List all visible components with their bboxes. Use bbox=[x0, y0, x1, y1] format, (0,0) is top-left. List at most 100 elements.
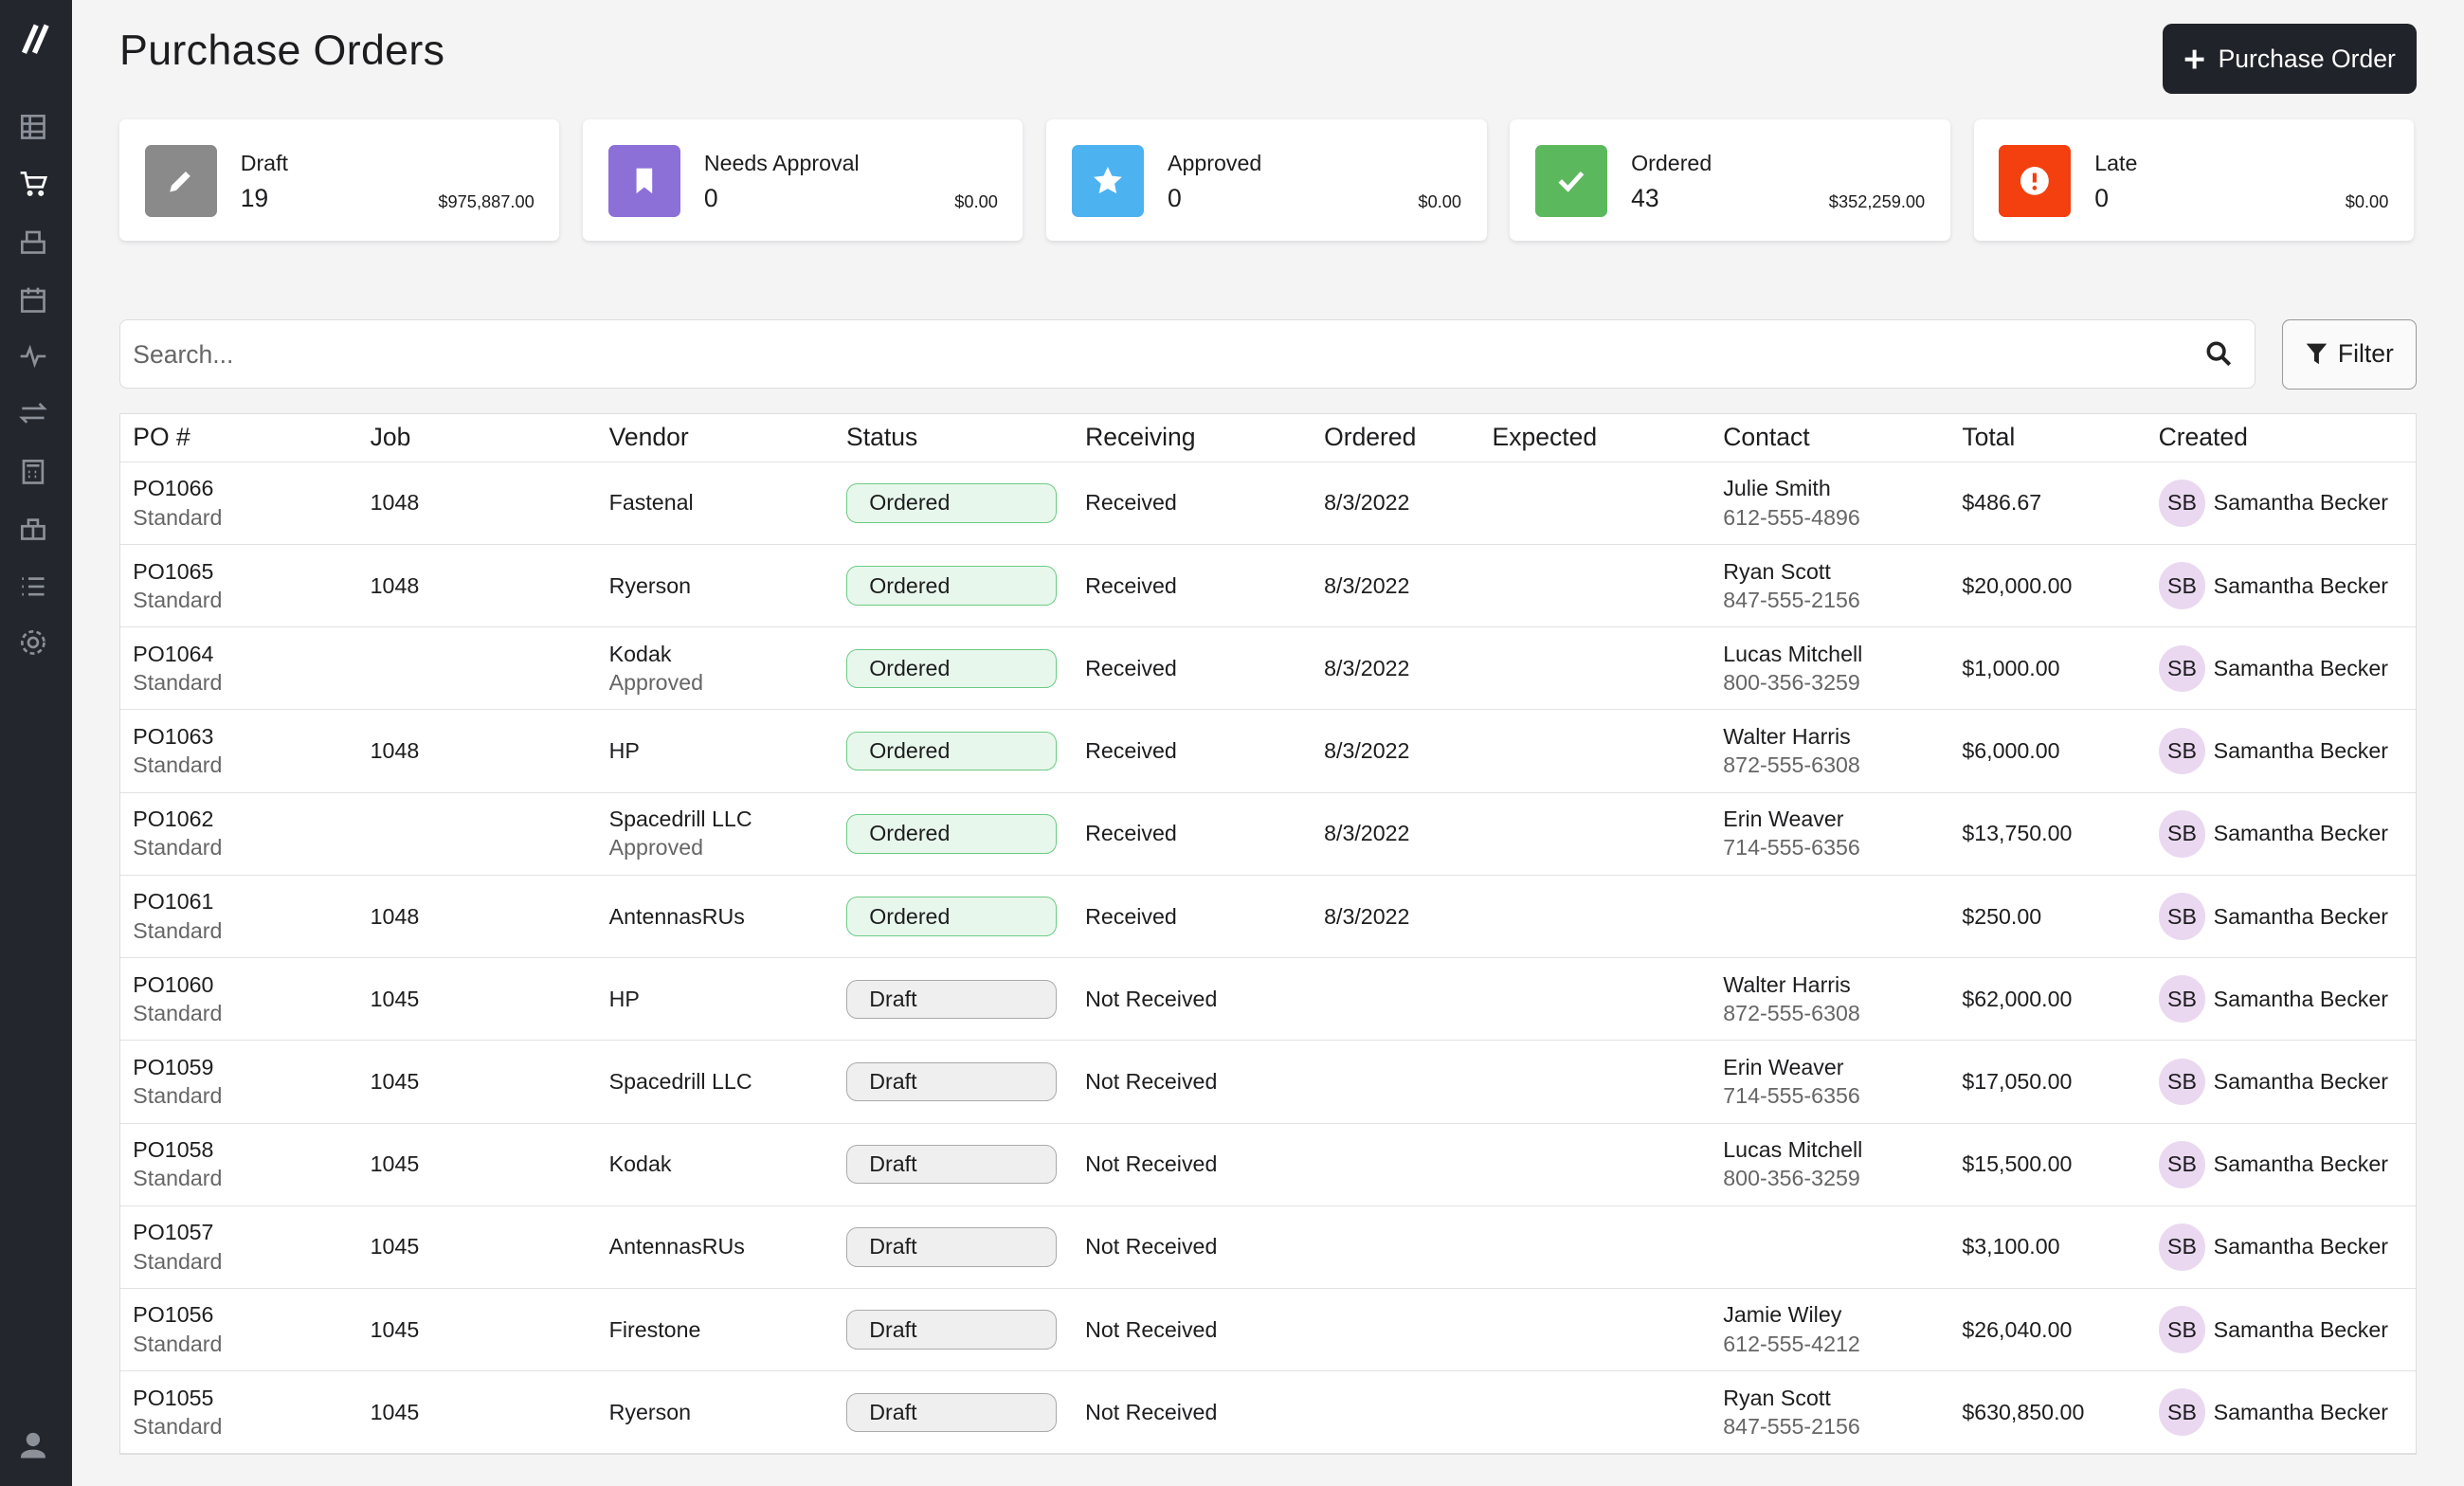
vendor: Ryerson bbox=[609, 573, 846, 599]
po: PO1058 Standard bbox=[133, 1137, 370, 1191]
column-header[interactable]: PO # bbox=[133, 423, 190, 452]
card-amount: $0.00 bbox=[954, 191, 998, 212]
column-header[interactable]: Ordered bbox=[1324, 423, 1417, 452]
created-by: SB Samantha Becker bbox=[2158, 1306, 2417, 1353]
status-label: Ordered bbox=[869, 572, 951, 598]
avatar: SB bbox=[2158, 644, 2206, 693]
order-row[interactable]: PO1062 Standard Spacedrill LLC Approved Orde… bbox=[120, 793, 2417, 876]
receiving: Received bbox=[1085, 903, 1177, 929]
status: Ordered bbox=[846, 483, 1085, 523]
vendor-main: Ryerson bbox=[608, 1399, 692, 1424]
receiving: Not Received bbox=[1085, 1234, 1218, 1259]
receiving: Received bbox=[1085, 572, 1177, 598]
po: PO1065 Standard bbox=[133, 559, 370, 613]
po: PO1064 Standard bbox=[133, 642, 370, 696]
column-header[interactable]: Contact bbox=[1723, 423, 1810, 452]
vendor-main: Fastenal bbox=[608, 490, 694, 516]
contact-sub: 800-356-3259 bbox=[1723, 670, 1860, 696]
new-purchase-order-button[interactable]: Purchase Order bbox=[2162, 23, 2418, 95]
ordered-date: 8/3/2022 bbox=[1324, 490, 1492, 516]
total: $62,000.00 bbox=[1962, 986, 2073, 1011]
summary-card[interactable]: Approved 0 $0.00 bbox=[1046, 119, 1487, 241]
nav-account[interactable] bbox=[19, 1430, 47, 1459]
header-row: PO # Job Vendor Status Receiving Ordered Expec… bbox=[120, 414, 2417, 462]
order-row[interactable]: PO1055 Standard 1045 Ryerson Draft Not Receiv… bbox=[120, 1371, 2417, 1455]
avatar: SB bbox=[2158, 1140, 2206, 1188]
nav-accounting[interactable] bbox=[19, 458, 47, 486]
order-row[interactable]: PO1065 Standard 1048 Ryerson Ordered Received… bbox=[120, 545, 2417, 628]
search-input[interactable]: Search... bbox=[119, 318, 2256, 389]
ordered-date: 8/3/2022 bbox=[1324, 738, 1492, 764]
vendor-main: HP bbox=[608, 738, 640, 764]
nav-schedule[interactable] bbox=[19, 286, 47, 315]
order-row[interactable]: PO1063 Standard 1048 HP Ordered Received 8/3/2… bbox=[120, 710, 2417, 793]
date: 8/3/2022 bbox=[1324, 490, 1410, 516]
column-header[interactable]: Total bbox=[1962, 423, 2016, 452]
avatar: SB bbox=[2158, 1223, 2206, 1271]
nav-inventory[interactable] bbox=[19, 227, 47, 256]
summary-card[interactable]: Needs Approval 0 $0.00 bbox=[583, 119, 1024, 241]
po-main: PO1056 bbox=[133, 1302, 214, 1328]
nav-purchasing[interactable] bbox=[19, 170, 47, 198]
contact-sub: 714-555-6356 bbox=[1723, 835, 1860, 861]
order-row[interactable]: PO1060 Standard 1045 HP Draft Not Received Wal… bbox=[120, 958, 2417, 1042]
vendor-main: HP bbox=[608, 986, 640, 1011]
date: 8/3/2022 bbox=[1324, 572, 1410, 598]
column-header[interactable]: Expected bbox=[1492, 423, 1598, 452]
creator-name: Samantha Becker bbox=[2213, 986, 2389, 1011]
po-main: PO1058 bbox=[133, 1137, 214, 1163]
job: 1045 bbox=[371, 1069, 609, 1095]
vendor-main: AntennasRUs bbox=[608, 1234, 745, 1259]
contact-sub: 847-555-2156 bbox=[1723, 587, 1860, 612]
contact-main: Julie Smith bbox=[1723, 476, 1831, 501]
order-row[interactable]: PO1059 Standard 1045 Spacedrill LLC Draft Not… bbox=[120, 1041, 2417, 1124]
po: PO1063 Standard bbox=[133, 724, 370, 778]
order-row[interactable]: PO1057 Standard 1045 AntennasRUs Draft Not Re… bbox=[120, 1206, 2417, 1290]
vendor: Spacedrill LLC bbox=[609, 1069, 846, 1095]
card-icon bbox=[1071, 144, 1145, 217]
nav-sales[interactable] bbox=[19, 514, 47, 542]
contact: Jamie Wiley 612-555-4212 bbox=[1723, 1302, 1962, 1356]
nav-lists[interactable] bbox=[19, 572, 47, 601]
summary-card[interactable]: Ordered 43 $352,259.00 bbox=[1510, 119, 1950, 241]
search-icon bbox=[2206, 341, 2232, 367]
status-pill: Draft bbox=[846, 1310, 1058, 1350]
card-glyph bbox=[1558, 171, 1585, 192]
column-header[interactable]: Status bbox=[846, 423, 918, 452]
card-label: Approved bbox=[1167, 151, 1262, 176]
created-by: SB Samantha Becker bbox=[2158, 562, 2417, 610]
nav-settings[interactable] bbox=[19, 628, 47, 657]
contact: Walter Harris 872-555-6308 bbox=[1723, 724, 1962, 778]
receiving: Received bbox=[1085, 655, 1177, 680]
card-icon bbox=[144, 144, 217, 217]
order-row[interactable]: PO1056 Standard 1045 Firestone Draft Not Rece… bbox=[120, 1289, 2417, 1372]
column-header[interactable]: Vendor bbox=[608, 423, 689, 452]
po-main: PO1059 bbox=[133, 1054, 214, 1079]
column-header[interactable]: Receiving bbox=[1085, 423, 1196, 452]
order-row[interactable]: PO1064 Standard Kodak Approved Ordered Receiv… bbox=[120, 627, 2417, 711]
nav-transfers[interactable] bbox=[19, 399, 47, 427]
po-main: PO1061 bbox=[133, 889, 214, 915]
vendor-main: AntennasRUs bbox=[608, 903, 745, 929]
order-row[interactable]: PO1066 Standard 1048 Fastenal Ordered Receive… bbox=[120, 462, 2417, 546]
ordered-date: 8/3/2022 bbox=[1324, 656, 1492, 681]
job: 1045 bbox=[371, 1151, 609, 1177]
column-header[interactable]: Job bbox=[370, 423, 411, 452]
order-row[interactable]: PO1061 Standard 1048 AntennasRUs Ordered Rece… bbox=[120, 876, 2417, 959]
summary-card[interactable]: Draft 19 $975,887.00 bbox=[119, 119, 560, 241]
po: PO1062 Standard bbox=[133, 806, 370, 861]
nav-activity[interactable] bbox=[19, 342, 47, 371]
filter-button[interactable]: Filter bbox=[2281, 318, 2418, 390]
card-count: 19 bbox=[240, 184, 269, 212]
order-row[interactable]: PO1058 Standard 1045 Kodak Draft Not Received… bbox=[120, 1124, 2417, 1206]
summary-card[interactable]: Late 0 $0.00 bbox=[1973, 119, 2414, 241]
logo[interactable] bbox=[19, 22, 53, 56]
column-header[interactable]: Created bbox=[2158, 423, 2248, 452]
po-main: PO1064 bbox=[133, 641, 214, 666]
nav-dashboard[interactable] bbox=[19, 113, 47, 141]
vendor-sub: Approved bbox=[608, 670, 703, 696]
date: 8/3/2022 bbox=[1324, 903, 1410, 929]
card-count: 0 bbox=[1167, 184, 1182, 212]
contact-main: Lucas Mitchell bbox=[1723, 1137, 1863, 1163]
contact: Julie Smith 612-555-4896 bbox=[1723, 476, 1962, 530]
